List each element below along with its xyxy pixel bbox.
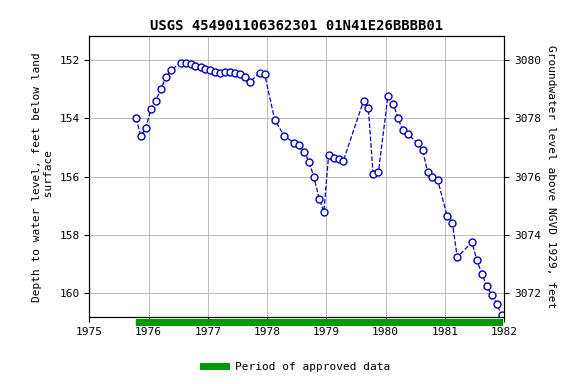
Y-axis label: Groundwater level above NGVD 1929, feet: Groundwater level above NGVD 1929, feet xyxy=(546,45,556,308)
Y-axis label: Depth to water level, feet below land
 surface: Depth to water level, feet below land su… xyxy=(32,52,54,301)
Title: USGS 454901106362301 01N41E26BBBB01: USGS 454901106362301 01N41E26BBBB01 xyxy=(150,18,443,33)
Bar xyxy=(136,319,502,326)
Legend: Period of approved data: Period of approved data xyxy=(199,358,394,377)
